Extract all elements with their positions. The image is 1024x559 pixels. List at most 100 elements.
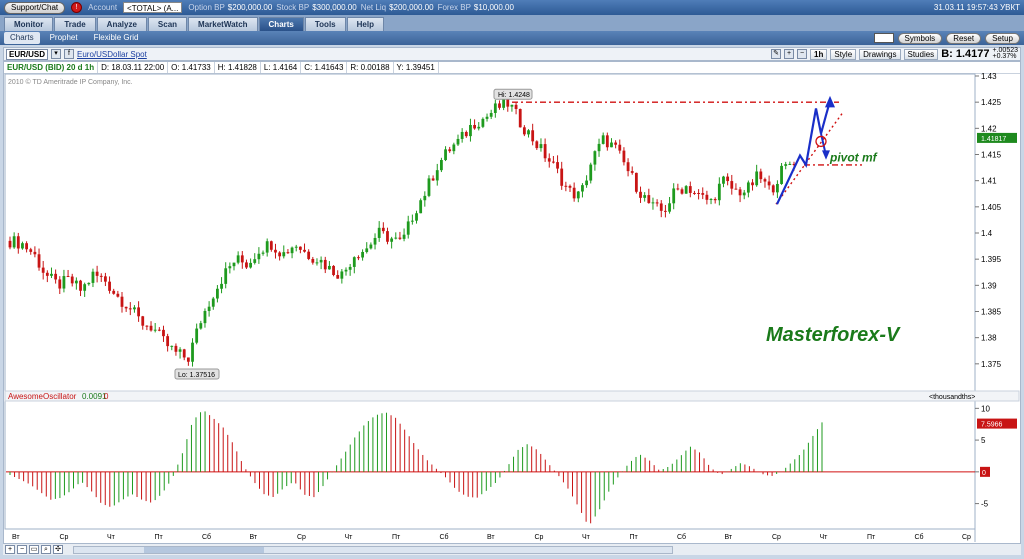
candle-body (104, 276, 107, 282)
candle-body (357, 257, 360, 259)
price-axis-label: 1.415 (981, 151, 1002, 160)
timeframe-button[interactable]: 1h (810, 48, 828, 60)
candle-body (79, 280, 82, 291)
candle-body (410, 220, 414, 222)
time-axis-label: Ср (772, 534, 781, 541)
time-axis-label: Вт (725, 534, 733, 541)
candle-body (564, 185, 568, 187)
candle-body (269, 241, 273, 250)
candle-body (207, 306, 211, 311)
chart-bottom-bar: + − ▭ ⌕ ✣ (3, 543, 1021, 555)
favorite-icon[interactable]: f (64, 49, 74, 59)
account-select[interactable]: <TOTAL> (A... (123, 2, 183, 13)
alert-stop-icon[interactable]: ! (71, 2, 83, 13)
studies-button[interactable]: Studies (903, 48, 939, 60)
setup-button[interactable]: Setup (985, 32, 1020, 44)
tab-marketwatch[interactable]: MarketWatch (188, 17, 258, 31)
drawing-tool-icon[interactable]: ✎ (771, 49, 782, 59)
candle-body (655, 202, 659, 204)
scrollbar-thumb[interactable] (144, 546, 264, 553)
candle-body (780, 165, 783, 184)
price-chart[interactable]: 2010 © TD Ameritrade IP Company, Inc. 1.4… (4, 62, 1020, 542)
candle-body (556, 162, 559, 169)
ohlc-value: R: 0.00188 (347, 61, 394, 74)
candle-body (328, 265, 331, 270)
candle-body (709, 199, 713, 201)
crosshair-icon[interactable]: ✣ (53, 545, 63, 554)
candle-body (647, 195, 651, 204)
symbols-button[interactable]: Symbols (897, 32, 943, 44)
subtab-charts[interactable]: Charts (4, 32, 40, 44)
candle-body (240, 255, 244, 263)
candle-body (684, 186, 688, 194)
projection-arrow (776, 100, 832, 205)
subtab-prophet[interactable]: Prophet (49, 33, 78, 42)
drawings-button[interactable]: Drawings (859, 48, 901, 60)
symbol-input[interactable]: EUR/USD (6, 48, 48, 60)
color-swatch[interactable] (873, 33, 894, 43)
zoom-out-small-icon[interactable]: − (17, 545, 27, 554)
candle-body (568, 185, 572, 188)
zoom-icon[interactable]: + (784, 49, 795, 59)
candle-body (680, 189, 684, 194)
zoom-out-icon[interactable]: − (797, 49, 808, 59)
candle-body (70, 276, 74, 284)
candle-body (493, 103, 497, 113)
candle-body (307, 251, 311, 259)
support-chat-button[interactable]: Support/Chat (4, 1, 66, 14)
fit-icon[interactable]: ▭ (29, 545, 39, 554)
sub-tabs: Charts Prophet Flexible Grid Symbols Reset… (0, 31, 1024, 45)
dropdown-icon[interactable]: ▾ (51, 49, 61, 59)
zoom-in-icon[interactable]: + (5, 545, 15, 554)
magnifier-icon[interactable]: ⌕ (41, 545, 51, 554)
candle-body (124, 306, 128, 309)
style-button[interactable]: Style (830, 48, 857, 60)
candle-body (705, 194, 709, 200)
candle-body (435, 170, 439, 181)
pivot-circle (815, 135, 827, 148)
candle-body (29, 249, 33, 252)
candle-body (265, 241, 269, 253)
tab-scan[interactable]: Scan (147, 17, 188, 31)
candle-body (377, 227, 381, 238)
candle-body (311, 258, 315, 263)
symbol-description[interactable]: Euro/USDollar Spot (77, 49, 147, 59)
tab-trade[interactable]: Trade (54, 17, 96, 31)
tab-monitor[interactable]: Monitor (4, 17, 54, 31)
time-axis-label: Вт (12, 534, 20, 541)
candle-body (477, 126, 481, 129)
candle-body (369, 244, 373, 249)
time-axis-label: Пт (630, 534, 639, 541)
candle-body (610, 142, 613, 148)
candle-body (323, 259, 327, 270)
current-price-tag (977, 132, 1017, 143)
trend-line (775, 113, 843, 205)
candle-body (560, 168, 564, 186)
chart-area[interactable]: EUR/USD (BID) 20 d 1h D: 18.03.11 22:00 O:… (3, 61, 1021, 555)
candle-body (216, 288, 219, 299)
top-status-bar: Support/Chat ! Account <TOTAL> (A... Opt… (0, 0, 1024, 15)
candle-body (763, 179, 767, 182)
tab-tools[interactable]: Tools (304, 17, 346, 31)
candle-body (21, 243, 24, 249)
candle-body (149, 325, 153, 331)
candle-body (344, 269, 348, 272)
reset-button[interactable]: Reset (946, 32, 982, 44)
candle-body (133, 307, 136, 310)
candle-body (730, 181, 734, 189)
tab-charts[interactable]: Charts (258, 17, 304, 31)
candle-body (8, 240, 12, 248)
time-scrollbar[interactable] (73, 545, 673, 554)
watermark-text: Masterforex-V (766, 324, 901, 346)
tab-help[interactable]: Help (346, 17, 384, 31)
subtab-flexible-grid[interactable]: Flexible Grid (93, 33, 139, 42)
tab-analyze[interactable]: Analyze (96, 17, 147, 31)
candle-body (784, 164, 788, 166)
candle-body (83, 284, 87, 291)
candle-body (195, 328, 199, 343)
time-axis-label: Ср (60, 534, 69, 541)
candle-body (423, 195, 427, 201)
candle-body (527, 130, 530, 135)
candle-body (91, 271, 95, 283)
candle-body (174, 345, 178, 352)
